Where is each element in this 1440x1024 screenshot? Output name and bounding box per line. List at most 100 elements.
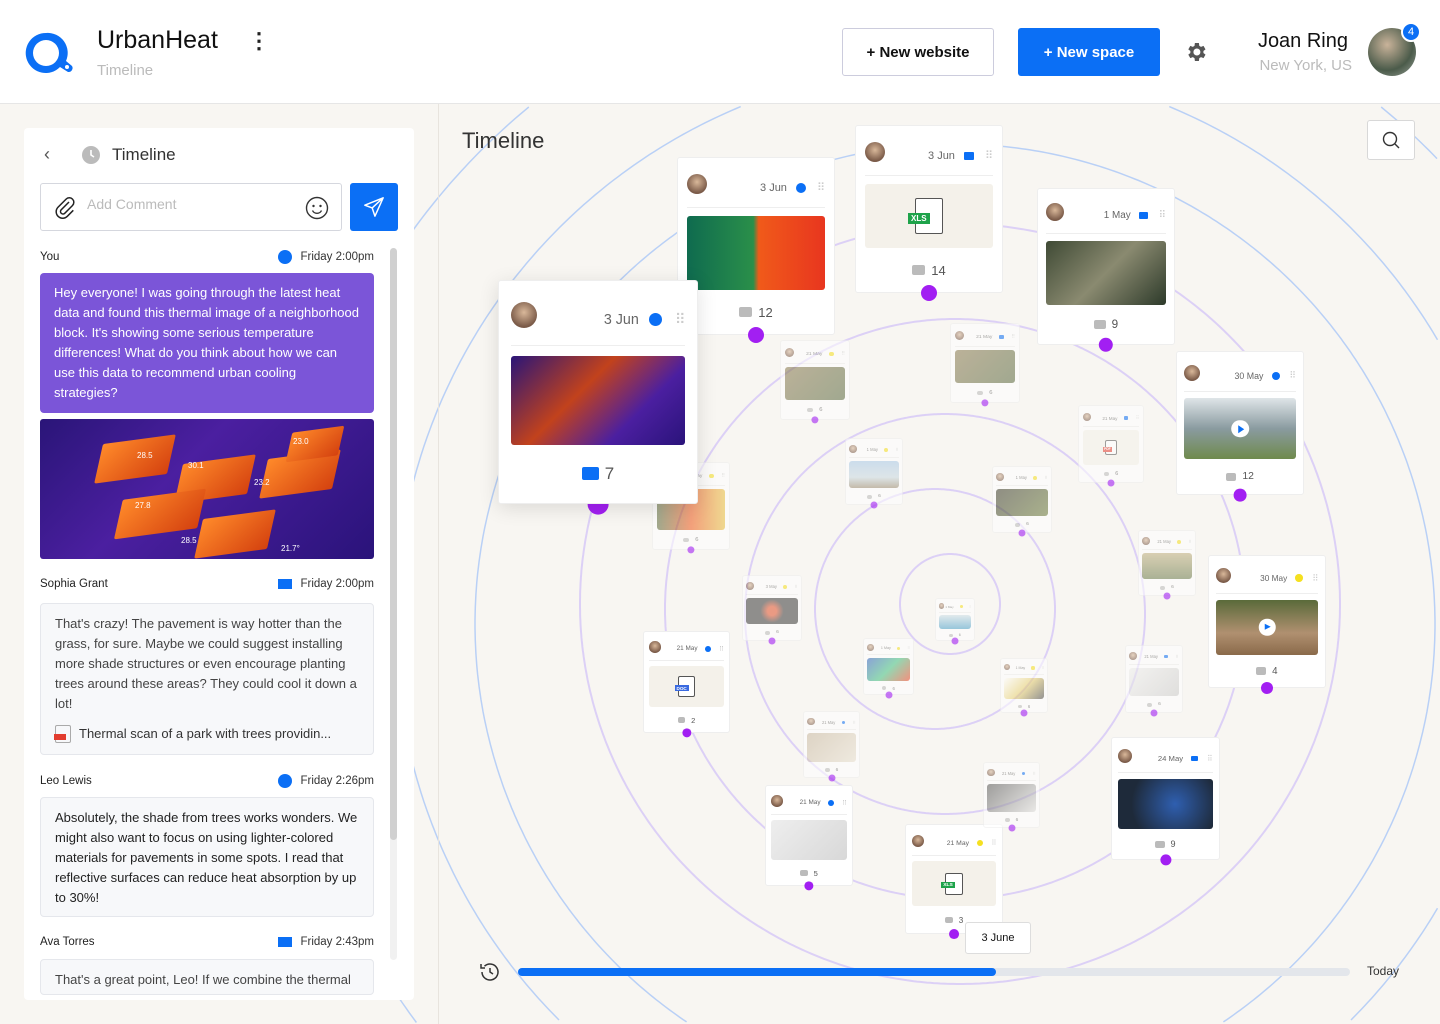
timeline-card[interactable]: 21 May ⠿ 5 <box>765 785 853 886</box>
timeline-card[interactable]: 3 Jun ⠿ 7 <box>498 280 698 504</box>
drag-handle-icon[interactable]: ⠿ <box>1289 370 1296 380</box>
timeline-dot[interactable] <box>885 691 892 699</box>
drag-handle-icon[interactable]: ⠿ <box>1011 335 1015 340</box>
paperclip-icon[interactable] <box>53 196 77 220</box>
timeline-dot[interactable] <box>681 728 692 738</box>
card-media[interactable] <box>1142 553 1192 580</box>
timeline-card[interactable]: 3 May ⠿ 6 <box>742 575 802 641</box>
timeline-card[interactable]: 1 May ⠿ 6 <box>992 466 1052 533</box>
card-media[interactable]: XLS <box>865 184 993 248</box>
timeline-dot[interactable] <box>870 501 878 509</box>
card-media[interactable] <box>687 216 825 290</box>
drag-handle-icon[interactable]: ⠿ <box>1032 771 1036 777</box>
timeline-dot[interactable] <box>1098 337 1114 353</box>
emoji-icon[interactable] <box>305 196 329 220</box>
timeline-card[interactable]: 21 May ⠿ 6 <box>780 340 850 420</box>
card-media[interactable] <box>510 356 686 446</box>
more-options-icon[interactable]: ⋮ <box>248 28 270 53</box>
notification-badge[interactable]: 4 <box>1401 22 1421 42</box>
drag-handle-icon[interactable]: ⠿ <box>816 182 825 194</box>
drag-handle-icon[interactable]: ⠿ <box>991 840 997 848</box>
timeline-card[interactable]: 21 May ⠿ XLS 3 <box>905 824 1003 934</box>
card-media[interactable] <box>996 489 1048 517</box>
send-button[interactable] <box>350 183 398 231</box>
new-space-button[interactable]: + New space <box>1018 28 1160 76</box>
timeline-dot[interactable] <box>1107 479 1115 487</box>
drag-handle-icon[interactable]: ⠿ <box>852 720 856 726</box>
card-media[interactable] <box>785 367 845 401</box>
timeline-dot[interactable] <box>1233 488 1247 502</box>
drag-handle-icon[interactable]: ⠿ <box>1175 654 1179 660</box>
timeline-card[interactable]: 1 May ⠿ 6 <box>845 438 903 505</box>
card-media[interactable]: XLS <box>911 860 997 907</box>
drag-handle-icon[interactable]: ⠿ <box>674 311 686 328</box>
timeline-dot[interactable] <box>768 637 776 645</box>
timeline-dot[interactable] <box>951 637 959 645</box>
card-media[interactable] <box>1129 668 1179 697</box>
timeline-card[interactable]: 1 May ⠿ 6 <box>1000 658 1048 713</box>
timeline-card[interactable]: 30 May ⠿ 4 <box>1208 555 1326 688</box>
new-website-button[interactable]: + New website <box>842 28 994 76</box>
timeline-dot[interactable] <box>1159 854 1172 866</box>
timeline-card[interactable]: 1 May ⠿ 6 <box>863 638 914 695</box>
history-icon[interactable] <box>478 960 502 984</box>
timeline-dot[interactable] <box>949 929 959 939</box>
timeline-slider[interactable] <box>518 968 1350 976</box>
thermal-image[interactable]: 28.5 30.1 23.0 23.2 27.8 28.5 21.7° <box>40 419 374 559</box>
scrollbar-thumb[interactable] <box>390 248 397 840</box>
timeline-dot[interactable] <box>1008 824 1015 832</box>
drag-handle-icon[interactable]: ⠿ <box>1158 210 1166 221</box>
drag-handle-icon[interactable]: ⠿ <box>1135 415 1140 421</box>
card-media[interactable]: PDF <box>1082 430 1140 465</box>
card-media[interactable] <box>1215 599 1319 655</box>
attachment-link[interactable]: Thermal scan of a park with trees provid… <box>54 724 359 744</box>
card-media[interactable]: DOC <box>649 665 724 708</box>
timeline-dot[interactable] <box>804 881 814 891</box>
timeline-card[interactable]: 21 May ⠿ 6 <box>950 323 1020 403</box>
timeline-dot[interactable] <box>921 285 937 301</box>
drag-handle-icon[interactable]: ⠿ <box>842 799 847 807</box>
timeline-dot[interactable] <box>981 399 989 407</box>
drag-handle-icon[interactable]: ⠿ <box>721 474 725 479</box>
timeline-dot[interactable] <box>1150 709 1158 717</box>
card-media[interactable] <box>771 819 847 861</box>
timeline-card[interactable]: 3 Jun ⠿ XLS 14 <box>855 125 1003 293</box>
card-media[interactable] <box>746 598 798 625</box>
drag-handle-icon[interactable]: ⠿ <box>1041 666 1045 671</box>
drag-handle-icon[interactable]: ⠿ <box>1188 539 1192 545</box>
drag-handle-icon[interactable]: ⠿ <box>895 447 899 453</box>
timeline-card[interactable]: 30 May ⠿ 12 <box>1176 351 1304 495</box>
play-icon[interactable] <box>1258 618 1276 636</box>
drag-handle-icon[interactable]: ⠿ <box>1312 574 1319 583</box>
timeline-dot[interactable] <box>1020 709 1028 717</box>
timeline-card[interactable]: 24 May ⠿ 9 <box>1111 737 1220 860</box>
drag-handle-icon[interactable]: ⠿ <box>1044 475 1048 481</box>
card-media[interactable] <box>849 461 899 489</box>
card-media[interactable] <box>1003 677 1045 700</box>
card-media[interactable] <box>987 784 1036 812</box>
timeline-dot[interactable] <box>828 774 835 782</box>
timeline-dot[interactable] <box>811 416 819 424</box>
timeline-card[interactable]: 1 May ⠿ 6 <box>935 598 975 641</box>
timeline-card[interactable]: 3 Jun ⠿ 12 <box>677 157 835 335</box>
card-media[interactable] <box>1118 778 1213 829</box>
scrollbar[interactable] <box>390 248 397 960</box>
gear-icon[interactable] <box>1184 40 1208 64</box>
card-media[interactable] <box>938 615 972 630</box>
timeline-card[interactable]: 21 May ⠿ 6 <box>803 711 860 778</box>
drag-handle-icon[interactable]: ⠿ <box>907 646 911 651</box>
card-media[interactable] <box>1046 241 1166 305</box>
card-media[interactable] <box>1184 398 1296 460</box>
card-media[interactable] <box>807 733 856 762</box>
timeline-card[interactable]: 21 May ⠿ DOC 2 <box>643 631 730 733</box>
timeline-card[interactable]: 21 May ⠿ 6 <box>1125 645 1183 713</box>
timeline-dot[interactable] <box>748 327 764 343</box>
drag-handle-icon[interactable]: ⠿ <box>1207 754 1213 763</box>
timeline-card[interactable]: 1 May ⠿ 9 <box>1037 188 1175 345</box>
timeline-dot[interactable] <box>1163 592 1171 600</box>
card-media[interactable] <box>866 658 911 681</box>
comment-input[interactable] <box>87 196 287 212</box>
card-media[interactable] <box>955 350 1015 384</box>
search-button[interactable] <box>1367 120 1415 160</box>
timeline-card[interactable]: 21 May ⠿ 6 <box>1138 530 1196 596</box>
